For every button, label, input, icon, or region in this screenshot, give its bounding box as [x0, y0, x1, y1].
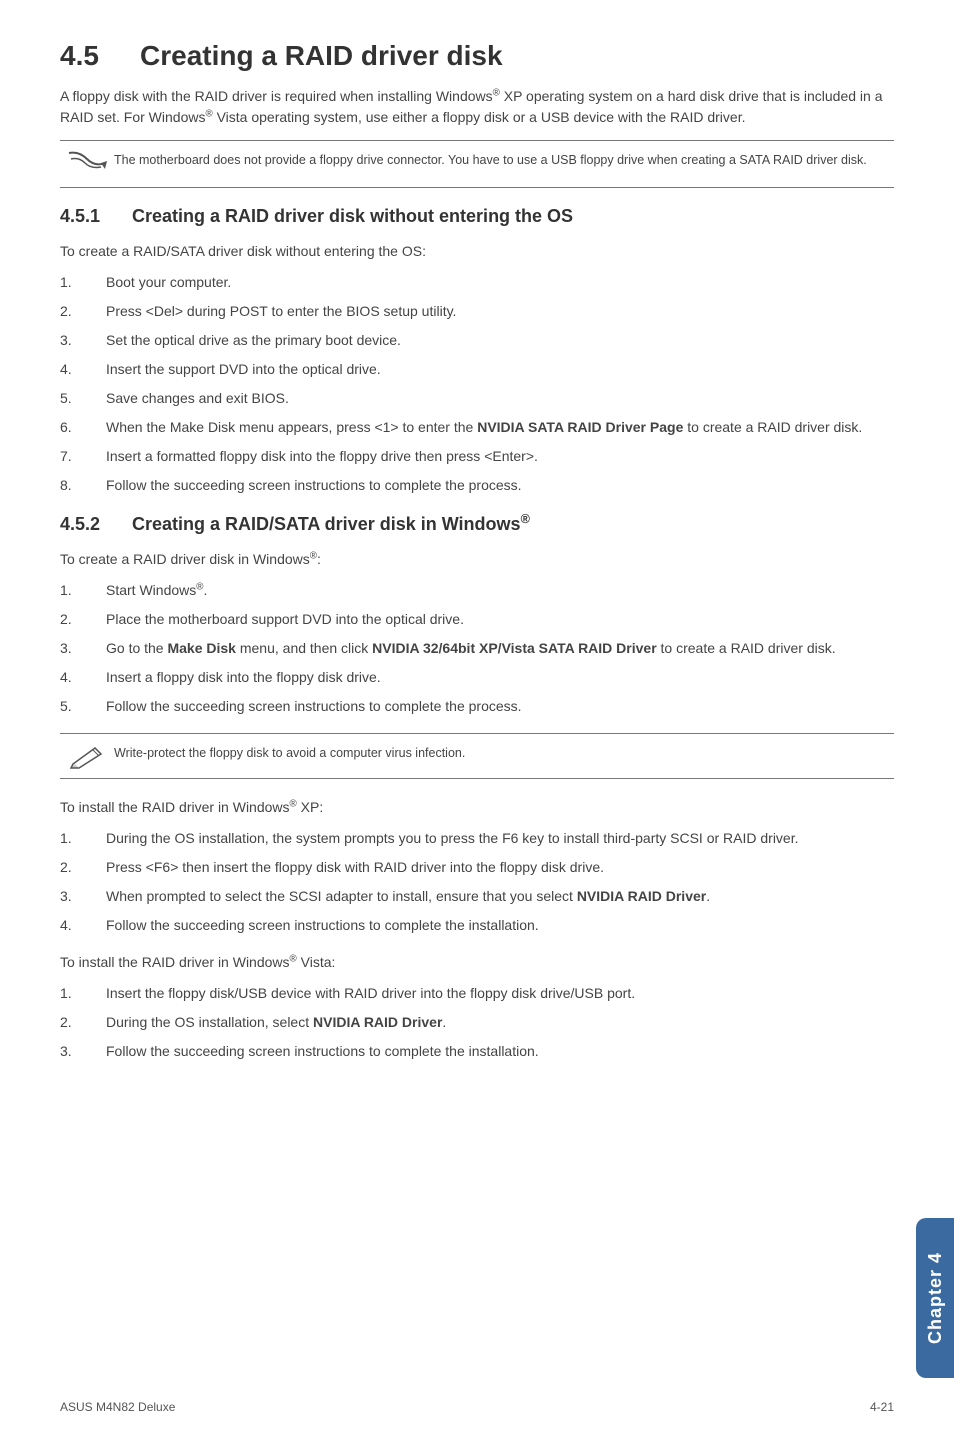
step-number: 7.	[60, 446, 106, 467]
step-text: Press <Del> during POST to enter the BIO…	[106, 301, 894, 322]
list-item: 1.Insert the floppy disk/USB device with…	[60, 983, 894, 1004]
footer-right: 4-21	[870, 1400, 894, 1414]
step-text: Start Windows®.	[106, 580, 894, 601]
lead-paragraph: To install the RAID driver in Windows® X…	[60, 797, 894, 818]
step-text: Insert a formatted floppy disk into the …	[106, 446, 894, 467]
list-item: 1.Boot your computer.	[60, 272, 894, 293]
step-number: 3.	[60, 330, 106, 351]
steps-list: 1.Insert the floppy disk/USB device with…	[60, 983, 894, 1062]
steps-list: 1.Start Windows®.2.Place the motherboard…	[60, 580, 894, 717]
steps-list: 1.Boot your computer.2.Press <Del> durin…	[60, 272, 894, 496]
note-text: The motherboard does not provide a flopp…	[114, 149, 894, 169]
step-text: Save changes and exit BIOS.	[106, 388, 894, 409]
chapter-tab: Chapter 4	[916, 1218, 954, 1378]
step-text: Follow the succeeding screen instruction…	[106, 475, 894, 496]
lead-paragraph: To create a RAID/SATA driver disk withou…	[60, 241, 894, 262]
step-text: Set the optical drive as the primary boo…	[106, 330, 894, 351]
step-text: Insert a floppy disk into the floppy dis…	[106, 667, 894, 688]
step-number: 6.	[60, 417, 106, 438]
step-number: 2.	[60, 857, 106, 878]
list-item: 2.Press <F6> then insert the floppy disk…	[60, 857, 894, 878]
list-item: 7.Insert a formatted floppy disk into th…	[60, 446, 894, 467]
list-item: 5.Save changes and exit BIOS.	[60, 388, 894, 409]
step-number: 4.	[60, 359, 106, 380]
list-item: 1.During the OS installation, the system…	[60, 828, 894, 849]
step-text: Boot your computer.	[106, 272, 894, 293]
list-item: 4.Insert the support DVD into the optica…	[60, 359, 894, 380]
step-text: Insert the support DVD into the optical …	[106, 359, 894, 380]
step-number: 5.	[60, 696, 106, 717]
step-number: 4.	[60, 915, 106, 936]
list-item: 3.When prompted to select the SCSI adapt…	[60, 886, 894, 907]
section-heading: Creating a RAID driver disk	[140, 40, 503, 71]
list-item: 2.Place the motherboard support DVD into…	[60, 609, 894, 630]
step-number: 5.	[60, 388, 106, 409]
step-number: 1.	[60, 272, 106, 293]
list-item: 5.Follow the succeeding screen instructi…	[60, 696, 894, 717]
chapter-tab-label: Chapter 4	[925, 1252, 946, 1344]
list-item: 4.Insert a floppy disk into the floppy d…	[60, 667, 894, 688]
lead-paragraph: To create a RAID driver disk in Windows®…	[60, 549, 894, 570]
list-item: 2.Press <Del> during POST to enter the B…	[60, 301, 894, 322]
note-callout: The motherboard does not provide a flopp…	[60, 140, 894, 188]
subsection-title: Creating a RAID/SATA driver disk in Wind…	[132, 514, 530, 534]
note-text: Write-protect the floppy disk to avoid a…	[114, 742, 894, 762]
step-number: 8.	[60, 475, 106, 496]
list-item: 1.Start Windows®.	[60, 580, 894, 601]
section-number: 4.5	[60, 40, 140, 72]
footer-left: ASUS M4N82 Deluxe	[60, 1400, 175, 1414]
step-number: 1.	[60, 580, 106, 601]
step-number: 1.	[60, 828, 106, 849]
step-text: Go to the Make Disk menu, and then click…	[106, 638, 894, 659]
step-number: 2.	[60, 1012, 106, 1033]
steps-list: 1.During the OS installation, the system…	[60, 828, 894, 936]
step-number: 2.	[60, 609, 106, 630]
step-text: During the OS installation, the system p…	[106, 828, 894, 849]
page-footer: ASUS M4N82 Deluxe 4-21	[60, 1400, 894, 1414]
step-text: Follow the succeeding screen instruction…	[106, 696, 894, 717]
step-number: 1.	[60, 983, 106, 1004]
step-number: 3.	[60, 886, 106, 907]
step-text: During the OS installation, select NVIDI…	[106, 1012, 894, 1033]
subsection-number: 4.5.1	[60, 206, 132, 227]
subsection-heading: 4.5.2Creating a RAID/SATA driver disk in…	[60, 512, 894, 535]
step-number: 3.	[60, 1041, 106, 1062]
section-title: 4.5Creating a RAID driver disk	[60, 40, 894, 72]
step-number: 2.	[60, 301, 106, 322]
list-item: 3.Set the optical drive as the primary b…	[60, 330, 894, 351]
list-item: 3.Follow the succeeding screen instructi…	[60, 1041, 894, 1062]
step-text: Follow the succeeding screen instruction…	[106, 915, 894, 936]
list-item: 6.When the Make Disk menu appears, press…	[60, 417, 894, 438]
step-text: Place the motherboard support DVD into t…	[106, 609, 894, 630]
step-text: Insert the floppy disk/USB device with R…	[106, 983, 894, 1004]
list-item: 8.Follow the succeeding screen instructi…	[60, 475, 894, 496]
list-item: 4.Follow the succeeding screen instructi…	[60, 915, 894, 936]
step-number: 4.	[60, 667, 106, 688]
step-text: Follow the succeeding screen instruction…	[106, 1041, 894, 1062]
step-text: When prompted to select the SCSI adapter…	[106, 886, 894, 907]
subsection-title: Creating a RAID driver disk without ente…	[132, 206, 573, 226]
step-text: Press <F6> then insert the floppy disk w…	[106, 857, 894, 878]
note-icon	[60, 149, 114, 179]
step-text: When the Make Disk menu appears, press <…	[106, 417, 894, 438]
note-callout: Write-protect the floppy disk to avoid a…	[60, 733, 894, 779]
list-item: 3.Go to the Make Disk menu, and then cli…	[60, 638, 894, 659]
list-item: 2.During the OS installation, select NVI…	[60, 1012, 894, 1033]
pencil-icon	[60, 742, 114, 770]
subsection-heading: 4.5.1Creating a RAID driver disk without…	[60, 206, 894, 227]
intro-paragraph: A floppy disk with the RAID driver is re…	[60, 86, 894, 128]
lead-paragraph: To install the RAID driver in Windows® V…	[60, 952, 894, 973]
subsection-number: 4.5.2	[60, 514, 132, 535]
step-number: 3.	[60, 638, 106, 659]
